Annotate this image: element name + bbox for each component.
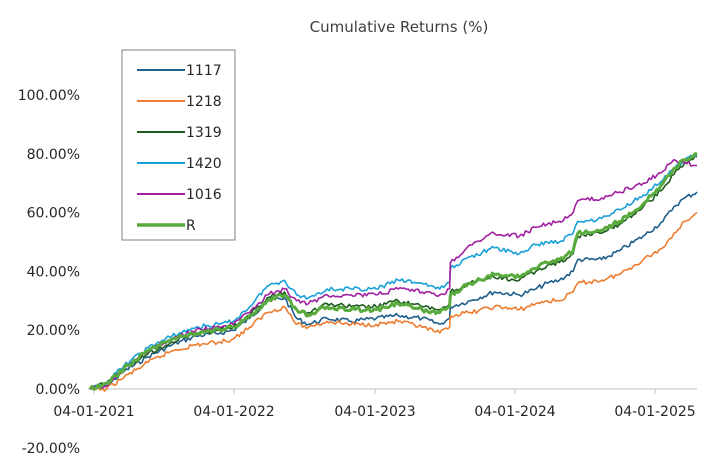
y-tick-label: 60.00% — [27, 206, 80, 222]
y-tick-label: 0.00% — [36, 382, 80, 398]
x-tick-label: 04-01-2023 — [334, 404, 415, 420]
series-line-1117 — [89, 191, 698, 390]
legend-label-1016: 1016 — [186, 187, 222, 203]
y-tick-label: 80.00% — [27, 147, 80, 163]
series-line-R — [88, 152, 697, 391]
series-line-1420 — [89, 153, 698, 390]
legend-label-1319: 1319 — [186, 125, 222, 141]
chart-title: Cumulative Returns (%) — [310, 18, 489, 36]
x-tick-label: 04-01-2025 — [614, 404, 695, 420]
x-tick-label: 04-01-2022 — [193, 404, 274, 420]
legend-box — [121, 49, 236, 241]
legend: 1117 1218 1319 1420 1016 R — [121, 49, 236, 241]
y-tick-label: 40.00% — [27, 264, 80, 280]
y-tick-label: 20.00% — [27, 323, 80, 339]
x-tick-label: 04-01-2024 — [474, 404, 555, 420]
series-line-1016 — [89, 158, 698, 390]
legend-label-1218: 1218 — [186, 94, 222, 110]
legend-label-1420: 1420 — [186, 156, 222, 172]
y-tick-label: -20.00% — [22, 441, 80, 457]
legend-label-1117: 1117 — [186, 63, 222, 79]
series-line-1218 — [89, 211, 698, 392]
legend-label-R: R — [186, 218, 196, 234]
x-axis: 04-01-2021 04-01-2022 04-01-2023 04-01-2024… — [53, 389, 696, 420]
x-tick-label: 04-01-2021 — [53, 404, 134, 420]
series-lines — [88, 152, 698, 392]
y-axis: -20.00% 0.00% 20.00% 40.00% 60.00% 80.00% 100.… — [18, 88, 80, 457]
y-tick-label: 100.00% — [18, 88, 80, 104]
